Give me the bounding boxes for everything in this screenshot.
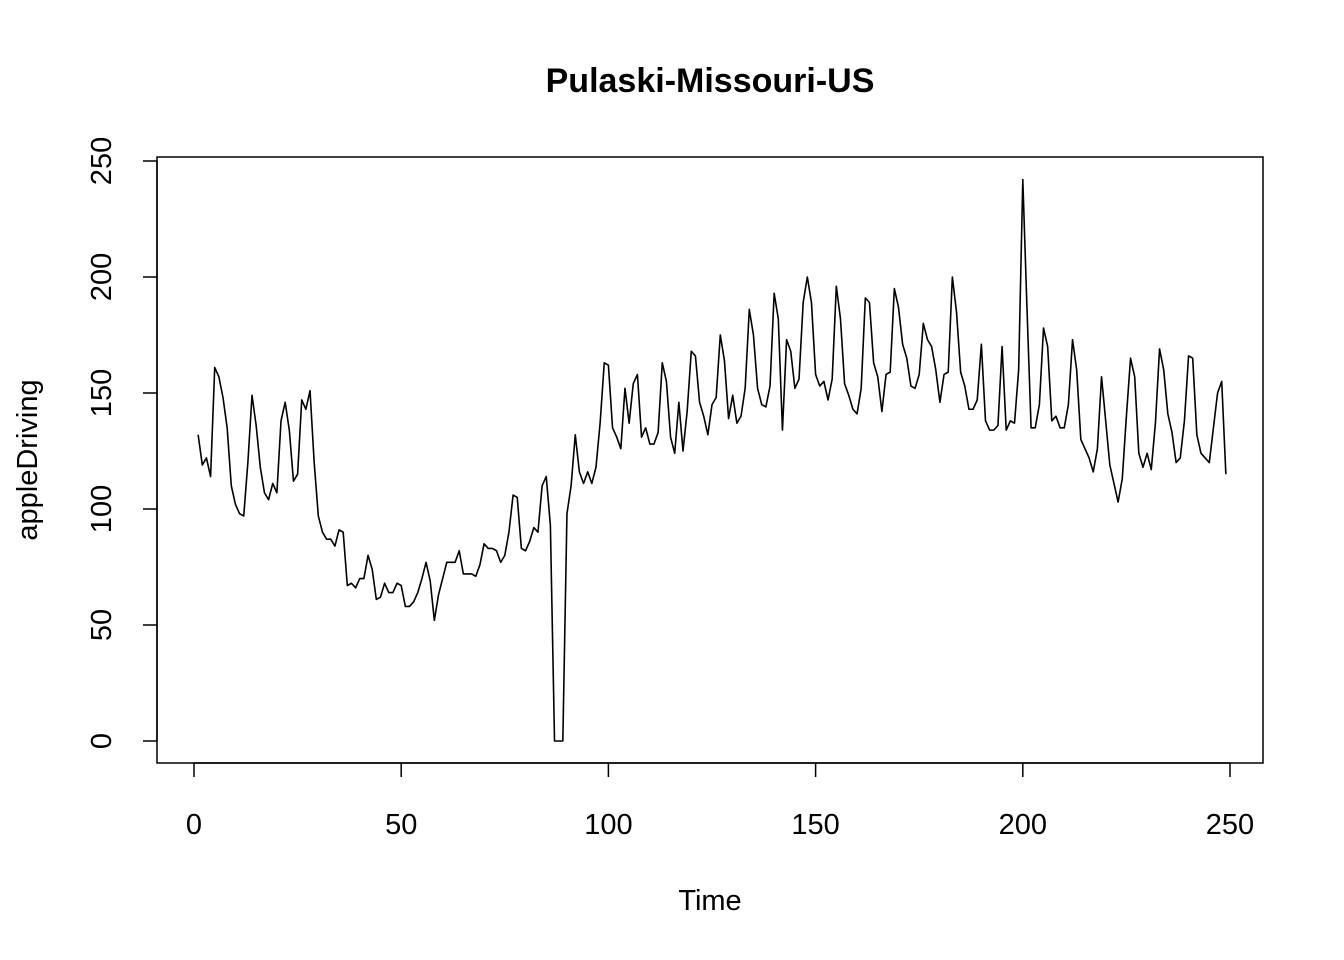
x-tick-label: 150 bbox=[791, 809, 839, 841]
chart-title: Pulaski-Missouri-US bbox=[546, 62, 875, 100]
x-axis: 0 50 100 150 200 250 bbox=[186, 762, 1254, 841]
plot-frame bbox=[156, 156, 1264, 764]
y-tick-label: 200 bbox=[86, 253, 118, 301]
x-tick-label: 50 bbox=[385, 809, 417, 841]
x-tick-label: 200 bbox=[999, 809, 1047, 841]
y-tick-label: 250 bbox=[86, 137, 118, 185]
x-axis-label: Time bbox=[678, 885, 741, 917]
y-axis: 0 50 100 150 200 250 bbox=[86, 137, 158, 749]
y-tick-label: 50 bbox=[86, 609, 118, 641]
y-tick-label: 150 bbox=[86, 369, 118, 417]
x-tick-label: 100 bbox=[584, 809, 632, 841]
x-tick-label: 250 bbox=[1206, 809, 1254, 841]
series-line bbox=[197, 178, 1227, 742]
y-axis-label: appleDriving bbox=[12, 379, 44, 540]
y-tick-label: 100 bbox=[86, 485, 118, 533]
x-tick-label: 0 bbox=[186, 809, 202, 841]
y-tick-label: 0 bbox=[86, 733, 118, 749]
